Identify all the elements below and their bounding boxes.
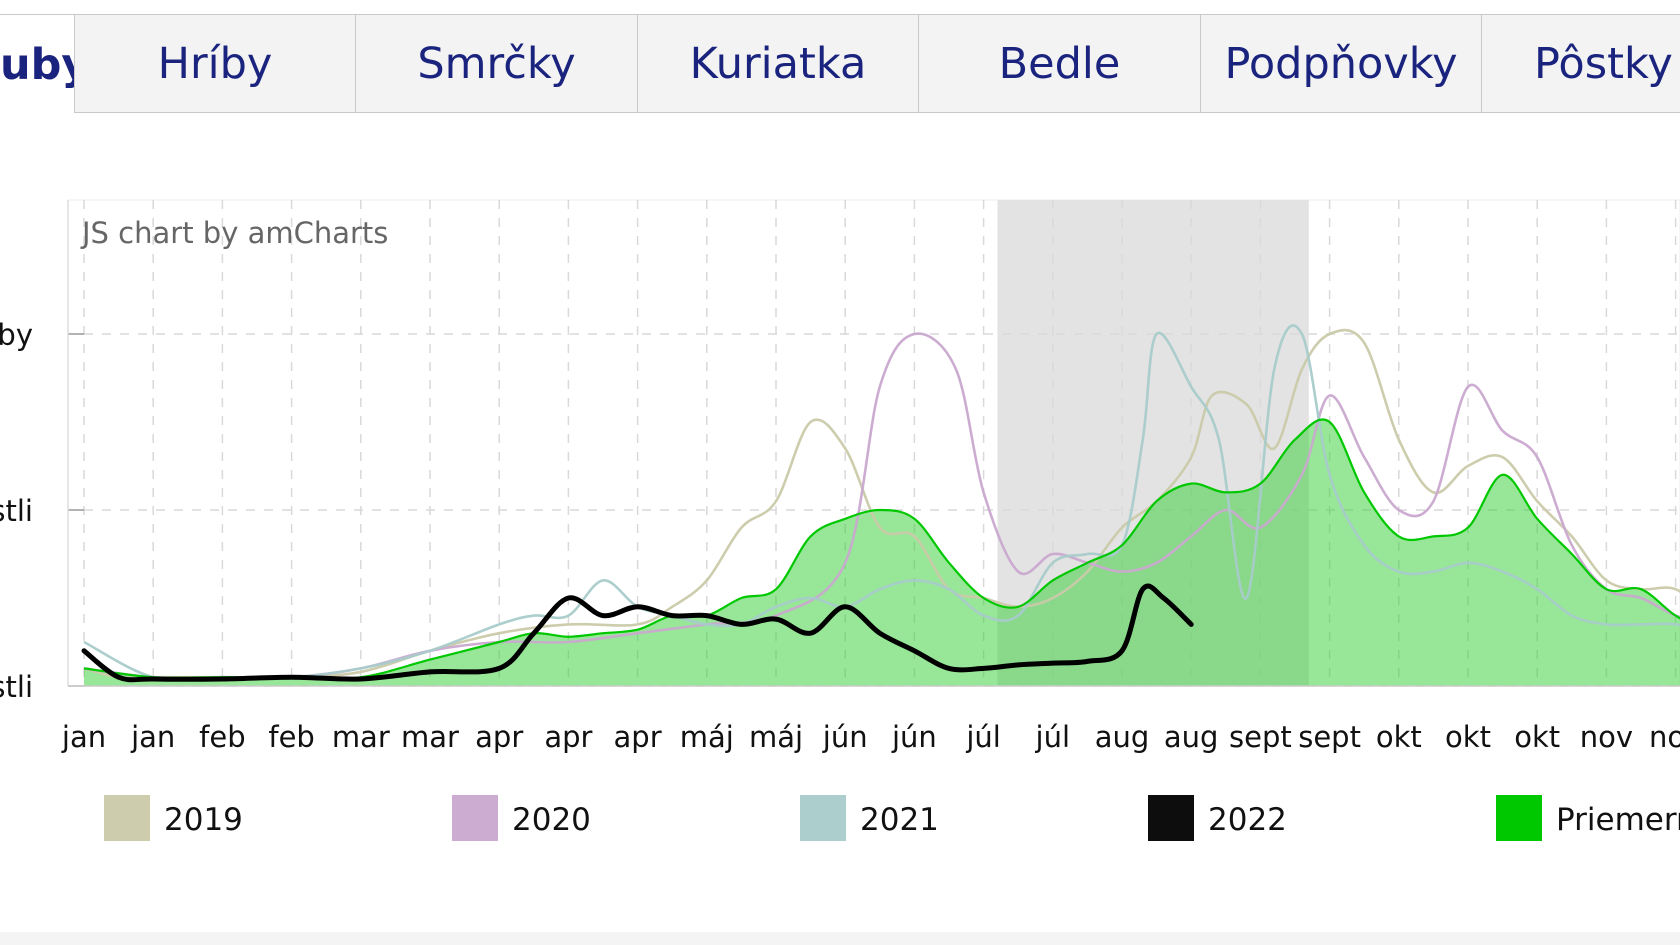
x-tick-label: apr xyxy=(475,720,523,754)
x-tick-label: máj xyxy=(680,720,734,754)
tab-podpnovky[interactable]: Podpňovky xyxy=(1200,14,1482,113)
chart-watermark: JS chart by amCharts xyxy=(80,216,388,250)
x-tick-label: nov xyxy=(1649,720,1680,754)
legend-swatch-Priemerné[interactable] xyxy=(1496,795,1542,841)
tab-smrcky[interactable]: Smrčky xyxy=(355,14,638,113)
tab-postky[interactable]: Pôstky xyxy=(1481,14,1680,113)
x-tick-label: okt xyxy=(1445,720,1491,754)
x-tick-label: sept xyxy=(1229,720,1292,754)
category-tabs: Huby Hríby Smrčky Kuriatka Bedle Podpňov… xyxy=(0,14,1680,115)
x-tick-label: apr xyxy=(544,720,592,754)
x-tick-label: mar xyxy=(401,720,459,754)
series-area-priemerne xyxy=(84,419,1680,686)
tab-hriby[interactable]: Hríby xyxy=(74,14,356,113)
x-tick-label: aug xyxy=(1164,720,1219,754)
series-line-priemerne xyxy=(83,418,1680,680)
x-tick-label: sept xyxy=(1298,720,1361,754)
legend-swatch-2021[interactable] xyxy=(800,795,846,841)
x-tick-label: feb xyxy=(268,720,314,754)
x-tick-label: jún xyxy=(891,720,937,754)
tab-bedle[interactable]: Bedle xyxy=(918,14,1201,113)
legend-label-2019[interactable]: 2019 xyxy=(164,802,243,838)
legend-swatch-2020[interactable] xyxy=(452,795,498,841)
page-bottom-strip xyxy=(0,932,1680,945)
x-tick-label: júl xyxy=(965,720,1001,754)
x-tick-label: mar xyxy=(332,720,390,754)
y-tick-label: Masovo rastúce huby xyxy=(0,318,33,352)
x-tick-label: máj xyxy=(749,720,803,754)
legend-label-Priemerné[interactable]: Priemerné xyxy=(1556,802,1680,838)
series-line-2020 xyxy=(83,332,1680,680)
x-tick-label: jan xyxy=(61,720,106,754)
series-line-2022 xyxy=(81,583,1194,683)
legend-label-2022[interactable]: 2022 xyxy=(1208,802,1287,838)
series-line-2021 xyxy=(83,324,1680,682)
tab-kuriatka[interactable]: Kuriatka xyxy=(637,14,919,113)
series-line-2019 xyxy=(83,328,1680,680)
x-tick-label: jan xyxy=(130,720,175,754)
y-tick-label: Rastli xyxy=(0,494,33,528)
tab-huby[interactable]: Huby xyxy=(0,14,89,115)
x-tick-label: apr xyxy=(614,720,662,754)
y-tick-label: Nerastli xyxy=(0,670,33,704)
x-tick-label: okt xyxy=(1376,720,1422,754)
x-tick-label: nov xyxy=(1580,720,1633,754)
mushroom-growth-chart: JS chart by amCharts Nerastli Rastli Masovo… xyxy=(0,199,1680,841)
legend-swatch-2019[interactable] xyxy=(104,795,150,841)
legend-swatch-2022[interactable] xyxy=(1148,795,1194,841)
legend-label-2020[interactable]: 2020 xyxy=(512,802,591,838)
x-tick-label: jún xyxy=(822,720,868,754)
legend-label-2021[interactable]: 2021 xyxy=(860,802,939,838)
x-tick-label: okt xyxy=(1514,720,1560,754)
x-tick-label: feb xyxy=(199,720,245,754)
x-tick-label: aug xyxy=(1095,720,1150,754)
x-tick-label: júl xyxy=(1035,720,1071,754)
